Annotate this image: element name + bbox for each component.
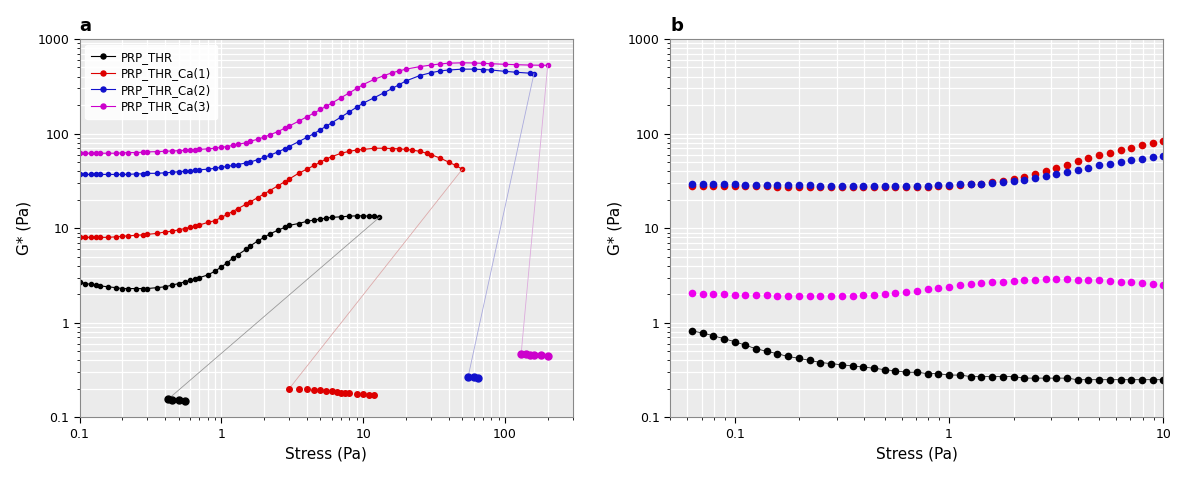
PRP_THR (230, 252, 245, 258)
PRP_THR_Ca(1) (226, 209, 240, 215)
Y-axis label: G* (Pa): G* (Pa) (607, 201, 623, 255)
PRP_THR_Ca(3) (467, 60, 481, 66)
PRP_THR (115, 286, 129, 292)
PRP_THR (158, 284, 172, 290)
PRP_THR_Ca(2) (208, 165, 222, 171)
PRP_THR (177, 279, 191, 285)
PRP_THR (349, 213, 364, 219)
PRP_THR_Ca(2) (307, 130, 321, 136)
PRP_THR (128, 286, 143, 292)
PRP_THR (78, 281, 93, 286)
PRP_THR (239, 246, 253, 252)
PRP_THR_Ca(1) (72, 235, 87, 240)
Line: PRP_THR_Ca(1): PRP_THR_Ca(1) (77, 146, 465, 239)
PRP_THR (89, 282, 103, 288)
PRP_THR (192, 275, 207, 281)
PRP_THR (101, 284, 115, 290)
PRP_THR (188, 276, 202, 282)
PRP_THR (342, 213, 356, 219)
Line: PRP_THR_Ca(3): PRP_THR_Ca(3) (77, 61, 550, 155)
PRP_THR (208, 269, 222, 274)
PRP_THR (251, 238, 265, 244)
PRP_THR (367, 214, 381, 219)
PRP_THR (135, 286, 150, 292)
PRP_THR (201, 272, 215, 278)
PRP_THR_Ca(2) (165, 169, 179, 175)
PRP_THR_Ca(3) (455, 60, 469, 65)
PRP_THR_Ca(1) (367, 145, 381, 151)
PRP_THR (165, 282, 179, 288)
PRP_THR (214, 264, 228, 270)
PRP_THR (299, 218, 314, 224)
PRP_THR_Ca(1) (171, 227, 185, 233)
PRP_THR (83, 282, 97, 287)
Text: a: a (80, 17, 91, 35)
PRP_THR (278, 225, 292, 230)
PRP_THR (171, 281, 185, 286)
PRP_THR (314, 216, 328, 222)
PRP_THR (320, 215, 334, 221)
PRP_THR (263, 231, 277, 237)
Line: PRP_THR: PRP_THR (77, 214, 381, 291)
PRP_THR_Ca(2) (455, 66, 469, 72)
PRP_THR_Ca(3) (72, 151, 87, 156)
PRP_THR (121, 286, 135, 292)
PRP_THR (150, 285, 164, 291)
PRP_THR (93, 283, 107, 289)
PRP_THR (220, 260, 234, 266)
PRP_THR_Ca(3) (314, 107, 328, 112)
Legend: PRP_THR, PRP_THR_Ca(1), PRP_THR_Ca(2), PRP_THR_Ca(3): PRP_THR, PRP_THR_Ca(1), PRP_THR_Ca(2), P… (86, 45, 217, 120)
PRP_THR (307, 217, 321, 223)
PRP_THR_Ca(3) (177, 148, 191, 153)
PRP_THR (282, 223, 296, 228)
PRP_THR_Ca(3) (263, 132, 277, 138)
PRP_THR_Ca(3) (150, 149, 164, 154)
PRP_THR_Ca(2) (150, 171, 164, 176)
PRP_THR_Ca(1) (455, 166, 469, 172)
PRP_THR (362, 213, 377, 219)
PRP_THR (356, 213, 371, 219)
PRP_THR (291, 221, 305, 227)
PRP_THR_Ca(2) (72, 172, 87, 177)
PRP_THR (324, 215, 339, 220)
PRP_THR_Ca(1) (324, 154, 339, 160)
PRP_THR (257, 235, 271, 240)
PRP_THR_Ca(1) (83, 235, 97, 240)
X-axis label: Stress (Pa): Stress (Pa) (876, 446, 958, 461)
Text: b: b (670, 17, 683, 35)
Y-axis label: G* (Pa): G* (Pa) (17, 201, 32, 255)
PRP_THR_Ca(1) (89, 235, 103, 240)
PRP_THR_Ca(3) (541, 63, 555, 68)
PRP_THR (140, 286, 154, 292)
PRP_THR (226, 255, 240, 261)
PRP_THR_Ca(3) (101, 151, 115, 156)
PRP_THR (334, 214, 348, 220)
PRP_THR_Ca(1) (320, 156, 334, 162)
Line: PRP_THR_Ca(2): PRP_THR_Ca(2) (77, 67, 536, 176)
PRP_THR (108, 285, 122, 291)
PRP_THR (244, 243, 258, 249)
PRP_THR_Ca(2) (526, 71, 541, 76)
PRP_THR (372, 215, 386, 220)
PRP_THR (183, 278, 197, 283)
PRP_THR_Ca(2) (442, 67, 456, 73)
PRP_THR (271, 228, 285, 233)
PRP_THR (72, 279, 87, 285)
X-axis label: Stress (Pa): Stress (Pa) (285, 446, 367, 461)
PRP_THR_Ca(2) (278, 146, 292, 152)
